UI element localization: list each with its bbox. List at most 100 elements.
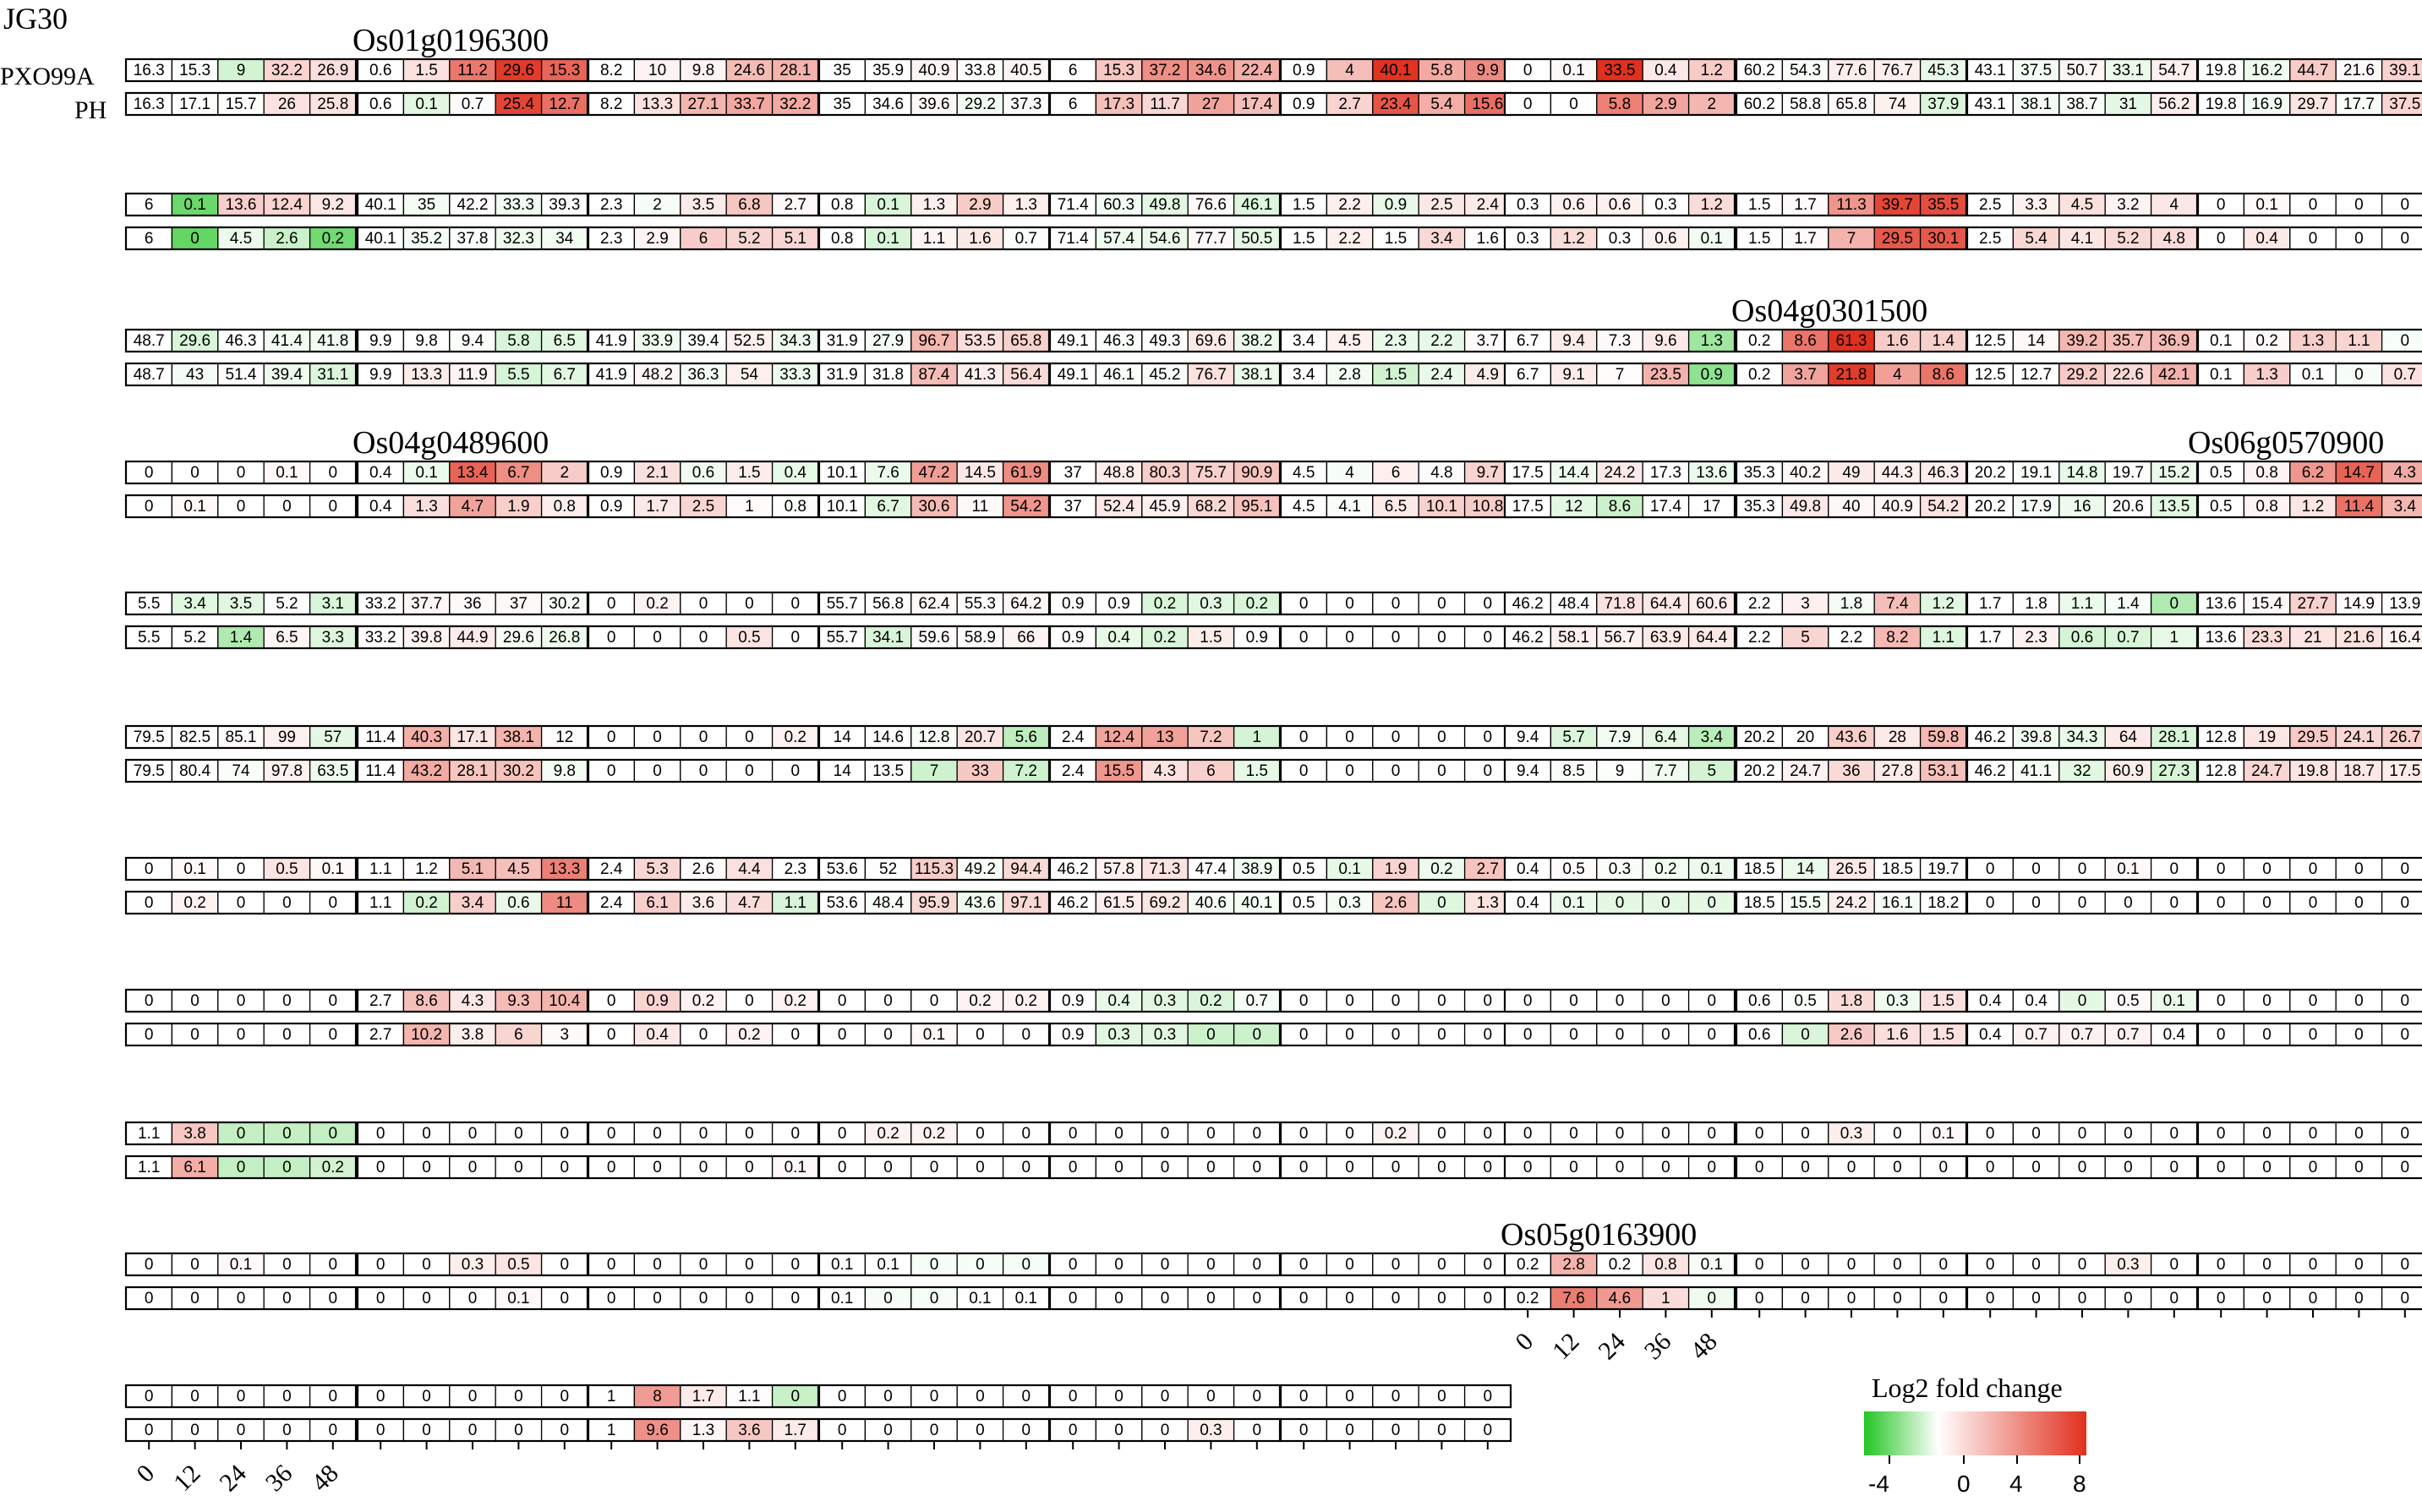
cell-value: 82.5 bbox=[179, 729, 210, 746]
heatmap-cell bbox=[540, 329, 588, 352]
heatmap-block: 17.5 14.4 24.2 17.3 13.6 17.5 12 8.6 17.4 17 bbox=[1503, 460, 1736, 519]
cell-value: 3.4 bbox=[2394, 498, 2417, 516]
heatmap-cell bbox=[2012, 329, 2060, 352]
cell-value: 46.2 bbox=[1058, 860, 1089, 878]
cell-value: 0.3 bbox=[1517, 230, 1539, 248]
cell-value: 0 bbox=[1484, 595, 1493, 613]
cell-value: 39.8 bbox=[2020, 729, 2052, 746]
heatmap-block: 0.2 8.6 61.3 1.6 1.4 0.2 3.7 21.8 4 8.6 Os04g03015… bbox=[1731, 293, 1968, 387]
cell-value: 2.4 bbox=[1477, 196, 1500, 214]
cell-value: 7.6 bbox=[1562, 1290, 1584, 1307]
cell-value: 0 bbox=[745, 1290, 754, 1307]
cell-value: 35.3 bbox=[1744, 498, 1775, 516]
cell-value: 0.9 bbox=[646, 992, 668, 1010]
cell-value: 0 bbox=[1484, 629, 1493, 647]
cell-value: 10.2 bbox=[411, 1026, 442, 1044]
cell-value: 0 bbox=[2262, 860, 2272, 878]
cell-value: 0 bbox=[1484, 1125, 1493, 1143]
row-frame bbox=[124, 192, 358, 217]
cell-value: 0 bbox=[1345, 992, 1354, 1010]
cell-value: 17.4 bbox=[1650, 498, 1681, 516]
heatmap-block: 4.5 4 6 4.8 9.7 4.5 4.1 6.5 10.1 10.8 bbox=[1279, 460, 1512, 519]
cell-value: 40.3 bbox=[411, 729, 442, 746]
cell-value: 0 bbox=[1986, 860, 1995, 878]
cell-value: 0 bbox=[1161, 1256, 1170, 1274]
cell-value: 0 bbox=[1299, 595, 1309, 613]
row-frame bbox=[2196, 460, 2422, 485]
cell-value: 21.6 bbox=[2343, 629, 2375, 647]
cell-value: 47.4 bbox=[1195, 860, 1227, 878]
cell-value: 42.1 bbox=[2158, 366, 2190, 384]
cell-value: 26.9 bbox=[317, 62, 348, 79]
cell-value: 0 bbox=[1391, 729, 1401, 746]
cell-value: 0.4 bbox=[1979, 992, 2002, 1010]
cell-value: 0 bbox=[1161, 1290, 1170, 1307]
cell-value: 0.4 bbox=[2025, 992, 2047, 1010]
heatmap-cell bbox=[1828, 227, 1875, 250]
cell-value: 6 bbox=[145, 230, 154, 248]
cell-value: 0.1 bbox=[831, 1256, 853, 1274]
cell-value: 0 bbox=[1345, 1026, 1354, 1044]
heatmap-block: 2.4 5.3 2.6 4.4 2.3 2.4 6.1 3.6 4.7 1.1 bbox=[587, 856, 820, 915]
cell-value: 0.1 bbox=[1562, 62, 1584, 79]
cell-value: 2.4 bbox=[1062, 762, 1085, 780]
heatmap-cell bbox=[1372, 193, 1419, 216]
cell-value: 33.2 bbox=[365, 629, 396, 647]
cell-value: 0 bbox=[514, 1422, 523, 1439]
cell-value: 47.2 bbox=[919, 464, 950, 482]
cell-value: 3.7 bbox=[1794, 366, 1816, 384]
cell-value: 4.3 bbox=[1154, 762, 1176, 780]
heatmap-block: 0 0 0 0 0 0 0 0 0 0 bbox=[2196, 1252, 2422, 1311]
cell-value: 0 bbox=[190, 1256, 200, 1274]
cell-value: 0 bbox=[1114, 1422, 1124, 1439]
cell-value: 2.8 bbox=[1562, 1256, 1584, 1274]
gene-label: Os04g0489600 bbox=[353, 425, 549, 461]
cell-value: 0 bbox=[607, 1159, 616, 1176]
cell-value: 0 bbox=[1569, 1125, 1578, 1143]
cell-value: 2.9 bbox=[646, 230, 668, 248]
cell-value: 0.4 bbox=[785, 464, 807, 482]
cell-value: 43.2 bbox=[411, 762, 442, 780]
cell-value: 48.4 bbox=[1558, 595, 1589, 613]
heatmap-cell bbox=[495, 494, 543, 518]
cell-value: 0 bbox=[838, 1388, 847, 1406]
cell-value: 0 bbox=[2354, 1159, 2364, 1176]
cell-value: 0.9 bbox=[1107, 595, 1129, 613]
cell-value: 46.3 bbox=[1103, 332, 1134, 350]
cell-value: 1.3 bbox=[1015, 196, 1037, 214]
cell-value: 12.4 bbox=[271, 196, 303, 214]
cell-value: 6.8 bbox=[738, 196, 760, 214]
cell-value: 0 bbox=[1616, 992, 1625, 1010]
cell-value: 2.8 bbox=[1338, 366, 1360, 384]
heatmap-cell bbox=[1919, 461, 1967, 484]
cell-value: 0 bbox=[1345, 1422, 1354, 1439]
heatmap-cell bbox=[1550, 329, 1598, 352]
heatmap-block: 20.2 19.1 14.8 19.7 15.2 20.2 17.9 16 20.6 13.5 bbox=[1965, 460, 2199, 519]
cell-value: 33.2 bbox=[365, 595, 396, 613]
cell-value: 36 bbox=[463, 595, 481, 613]
cell-value: 26.8 bbox=[549, 629, 580, 647]
cell-value: 3.2 bbox=[2117, 196, 2139, 214]
cell-value: 57 bbox=[324, 729, 342, 746]
cell-value: 0.3 bbox=[1338, 894, 1360, 912]
heatmap-cell bbox=[1781, 329, 1829, 352]
cell-value: 30.6 bbox=[919, 498, 950, 516]
heatmap-block: 0.4 0.5 0.3 0.2 0.1 0.4 0.1 0 0 0 bbox=[1503, 856, 1736, 915]
cell-value: 0 bbox=[237, 498, 246, 516]
cell-value: 0 bbox=[422, 1290, 431, 1307]
cell-value: 1 bbox=[607, 1388, 616, 1406]
cell-value: 12 bbox=[1565, 498, 1583, 516]
cell-value: 0.1 bbox=[276, 464, 298, 482]
heatmap-cell bbox=[1550, 494, 1598, 518]
cell-value: 0 bbox=[745, 762, 754, 780]
cell-value: 0.2 bbox=[1015, 992, 1037, 1010]
cell-value: 6 bbox=[145, 196, 154, 214]
cell-value: 34.3 bbox=[779, 332, 811, 350]
heatmap-block: 0 0 0.2 0 0 0 0 0 0 0 bbox=[1279, 1121, 1512, 1180]
cell-value: 0 bbox=[145, 1256, 154, 1274]
cell-value: 46.1 bbox=[1241, 196, 1272, 214]
cell-value: 12.7 bbox=[549, 96, 580, 113]
cell-value: 0 bbox=[1708, 1125, 1717, 1143]
cell-value: 3 bbox=[1801, 595, 1810, 613]
